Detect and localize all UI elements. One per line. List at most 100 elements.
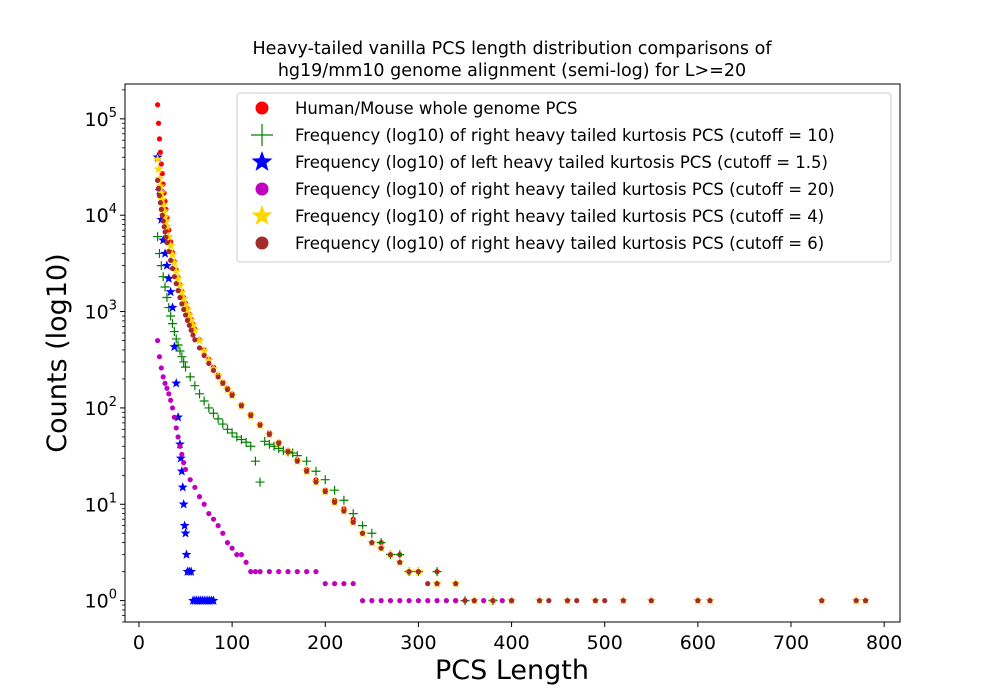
y-tick-label-6: 105 — [85, 106, 117, 131]
data-point-s4-3 — [158, 365, 164, 371]
x-tick-label-2: 100 — [214, 632, 250, 654]
legend-marker-1 — [255, 101, 269, 115]
data-point-s6-42 — [304, 468, 310, 474]
data-point-s2-21 — [204, 403, 214, 413]
x-tick-label-4: 300 — [400, 632, 436, 654]
data-point-s6-14 — [169, 265, 176, 272]
data-point-s6-74 — [862, 598, 869, 604]
data-point-s5-3 — [154, 173, 165, 183]
chart-title-line-2: hg19/mm10 genome alignment (semi-log) fo… — [278, 61, 746, 81]
data-point-s6-44 — [322, 489, 328, 495]
data-point-s4-56 — [481, 598, 487, 604]
data-point-s3-16 — [177, 482, 188, 492]
data-point-s5-14 — [167, 249, 178, 259]
data-point-s4-33 — [266, 569, 272, 575]
x-tick-label-5: 400 — [493, 632, 529, 654]
data-point-s2-6 — [162, 292, 172, 302]
data-point-s4-12 — [175, 434, 181, 440]
data-point-s2-10 — [169, 327, 179, 337]
data-point-s1-4 — [157, 149, 163, 155]
data-point-s2-4 — [158, 272, 168, 282]
chart-title-line-1: Heavy-tailed vanilla PCS length distribu… — [253, 39, 773, 59]
data-point-s4-42 — [350, 581, 356, 587]
data-point-s2-15 — [179, 357, 189, 367]
legend-label-3: Frequency (log10) of left heavy tailed k… — [295, 153, 828, 172]
data-point-s6-53 — [406, 569, 412, 575]
data-point-s6-9 — [162, 229, 168, 235]
axis-ticks-layer: 0 100 200 300 400 500 600 700 800 100 101 102 103 104… — [85, 89, 902, 654]
data-point-s4-40 — [331, 581, 338, 587]
data-point-s5-28 — [199, 345, 210, 356]
data-point-s5-23 — [184, 309, 195, 320]
data-point-s2-9 — [168, 319, 178, 329]
x-axis-label: PCS Length — [435, 655, 589, 686]
data-point-s4-18 — [192, 484, 198, 490]
data-point-s4-6 — [164, 385, 170, 391]
data-point-s4-14 — [179, 451, 185, 457]
data-point-s6-66 — [592, 598, 599, 604]
data-point-s3-18 — [179, 520, 190, 530]
data-point-s6-12 — [166, 248, 172, 255]
data-point-s4-22 — [210, 516, 217, 522]
data-point-s2-32 — [255, 477, 265, 487]
data-point-s2-23 — [213, 414, 223, 424]
data-point-s4-52 — [443, 598, 449, 604]
data-point-s5-11 — [161, 221, 172, 231]
data-point-s6-25 — [190, 332, 196, 338]
data-point-s4-44 — [369, 598, 375, 604]
data-point-s2-17 — [185, 372, 195, 382]
data-point-s6-69 — [648, 598, 654, 604]
legend-marker-5 — [251, 205, 273, 225]
data-marks-layer — [152, 102, 871, 606]
data-point-s2-5 — [160, 282, 170, 292]
data-point-s4-23 — [215, 523, 221, 529]
data-point-s6-40 — [285, 449, 291, 455]
data-point-s4-46 — [387, 598, 394, 604]
data-point-s6-37 — [257, 422, 263, 428]
data-point-s5-9 — [160, 211, 170, 222]
data-point-s4-16 — [182, 466, 189, 473]
data-point-s4-7 — [166, 391, 172, 397]
data-point-s6-17 — [175, 288, 181, 294]
data-point-s2-11 — [171, 334, 181, 344]
data-point-s4-19 — [196, 494, 203, 500]
data-point-s4-1 — [155, 337, 161, 344]
legend-box — [236, 92, 892, 263]
data-point-s4-38 — [313, 569, 319, 575]
data-point-s6-56 — [434, 581, 440, 587]
data-point-s4-28 — [238, 552, 245, 558]
data-point-s5-8 — [159, 206, 170, 216]
data-point-s4-24 — [220, 530, 226, 536]
legend-label-1: Human/Mouse whole genome PCS — [295, 99, 577, 118]
data-point-s2-28 — [236, 435, 246, 445]
data-point-s2-42 — [311, 466, 321, 476]
data-point-s3-19 — [180, 528, 191, 538]
data-point-s4-13 — [177, 443, 183, 449]
data-point-s4-5 — [162, 380, 168, 386]
data-point-s3-6 — [161, 260, 172, 270]
data-point-s3-35 — [208, 595, 219, 605]
data-point-s3-7 — [163, 273, 174, 283]
data-point-s6-3 — [156, 192, 163, 199]
legend-entry-5: Frequency (log10) of right heavy tailed … — [251, 205, 824, 226]
data-point-s6-54 — [415, 569, 422, 575]
data-point-s6-26 — [192, 337, 198, 343]
data-point-s6-52 — [397, 559, 403, 565]
data-point-s2-27 — [232, 432, 242, 442]
data-point-s2-24 — [218, 419, 228, 429]
data-point-s6-70 — [695, 598, 701, 604]
data-point-s3-14 — [175, 453, 186, 463]
data-point-s4-51 — [434, 598, 440, 604]
data-point-s2-18 — [190, 381, 200, 391]
data-point-s4-36 — [294, 569, 300, 575]
data-point-s4-20 — [201, 501, 207, 507]
data-point-s2-26 — [227, 428, 237, 438]
legend-marker-2 — [251, 124, 273, 146]
x-tick-label-7: 600 — [680, 632, 716, 654]
data-point-s5-20 — [178, 293, 189, 303]
data-point-s6-18 — [177, 294, 183, 301]
data-point-s6-4 — [157, 200, 163, 206]
y-axis-label: Counts (log10) — [42, 253, 73, 452]
data-point-s6-62 — [536, 598, 543, 604]
